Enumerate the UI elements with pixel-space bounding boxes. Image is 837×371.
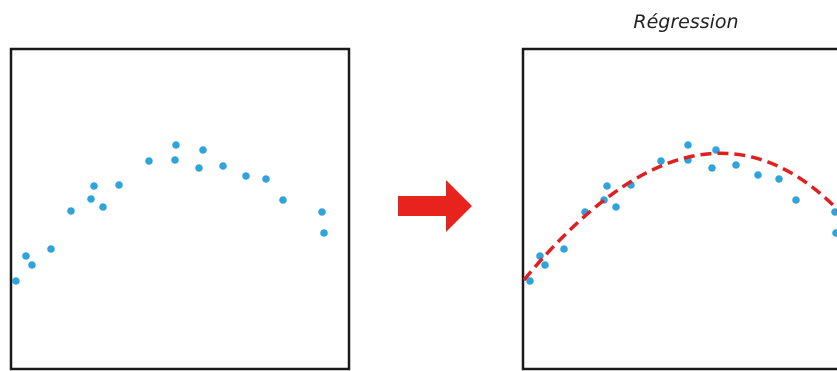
point <box>603 182 611 190</box>
point <box>560 245 568 253</box>
frame <box>9 47 351 371</box>
point <box>262 175 270 183</box>
point <box>171 156 179 164</box>
point <box>320 229 328 237</box>
point <box>145 157 153 165</box>
right-panel <box>521 47 837 371</box>
point <box>831 208 837 216</box>
point <box>67 207 75 215</box>
point <box>318 208 326 216</box>
title: Régression <box>633 11 738 33</box>
scatter-points <box>12 141 328 285</box>
point <box>12 277 20 285</box>
point <box>536 252 544 260</box>
point <box>612 203 620 211</box>
point <box>541 261 549 269</box>
point <box>28 261 36 269</box>
point <box>47 245 55 253</box>
point <box>219 162 227 170</box>
point <box>87 195 95 203</box>
point <box>684 141 692 149</box>
point <box>708 164 716 172</box>
point <box>526 277 534 285</box>
frame <box>521 47 837 371</box>
point <box>657 157 665 165</box>
point <box>90 182 98 190</box>
left-panel <box>9 47 351 371</box>
point <box>195 164 203 172</box>
point <box>199 146 207 154</box>
regression-curve <box>522 151 837 282</box>
point <box>792 196 800 204</box>
point <box>242 172 250 180</box>
point <box>279 196 287 204</box>
point <box>99 203 107 211</box>
point <box>22 252 30 260</box>
point <box>115 181 123 189</box>
point <box>172 141 180 149</box>
scatter-points <box>526 141 837 285</box>
point <box>754 171 762 179</box>
arrow <box>398 180 472 232</box>
point <box>775 175 783 183</box>
point <box>732 161 740 169</box>
point <box>832 229 837 237</box>
